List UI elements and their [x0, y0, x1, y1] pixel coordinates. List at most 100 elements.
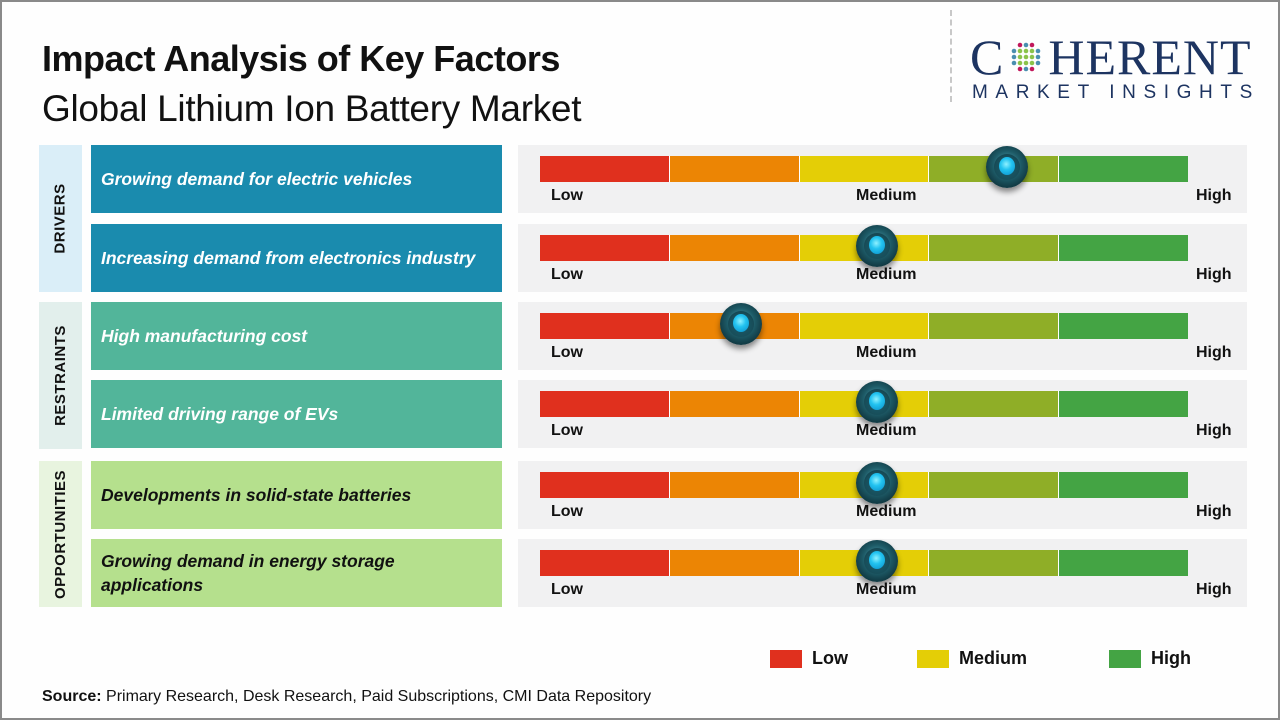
factor-box: Increasing demand from electronics indus… — [91, 224, 502, 292]
legend-item-medium: Medium — [917, 648, 1027, 669]
scale-label-med: Medium — [856, 187, 917, 204]
scale-label-low: Low — [551, 422, 583, 439]
factor-label: High manufacturing cost — [101, 326, 308, 346]
factor-label: Growing demand in energy storage applica… — [101, 551, 395, 595]
impact-indicator-knob — [719, 303, 762, 345]
legend-swatch-medium — [917, 649, 949, 668]
globe-dots-icon — [1012, 42, 1041, 72]
legend-label-medium: Medium — [959, 648, 1028, 668]
scale-label-high: High — [1196, 187, 1232, 204]
globe-dot — [1036, 60, 1041, 66]
impact-gauge: Low Medium High — [518, 380, 1247, 448]
category-label: RESTRAINTS — [52, 325, 69, 426]
logo-divider — [950, 10, 952, 102]
category-tab-opportunities: OPPORTUNITIES — [39, 461, 82, 607]
globe-dot — [1018, 60, 1023, 66]
factor-box: Growing demand for electric vehicles — [91, 145, 502, 213]
scale-segment-2 — [669, 550, 800, 576]
scale-segment-2 — [669, 472, 800, 498]
impact-gauge: Low Medium High — [518, 224, 1247, 292]
globe-dot — [1030, 54, 1035, 60]
scale-segment-3 — [799, 313, 930, 339]
impact-indicator-knob — [855, 225, 898, 267]
scale-segment-5 — [1059, 391, 1188, 417]
source-text: Primary Research, Desk Research, Paid Su… — [101, 688, 652, 705]
scale-label-med: Medium — [856, 344, 917, 361]
globe-dot — [1024, 60, 1029, 66]
globe-dot — [1012, 48, 1017, 54]
scale-label-med: Medium — [856, 581, 917, 598]
globe-dot — [1030, 66, 1035, 72]
scale-segment-5 — [1059, 235, 1188, 261]
globe-dot — [1030, 48, 1035, 54]
scale-label-med: Medium — [856, 422, 917, 439]
scale-label-med: Medium — [856, 503, 917, 520]
legend-item-high: High — [1109, 648, 1191, 669]
factor-label: Developments in solid-state batteries — [101, 485, 412, 505]
scale-label-low: Low — [551, 344, 583, 361]
factor-label: Increasing demand from electronics indus… — [101, 248, 476, 268]
scale-segment-4 — [929, 550, 1060, 576]
globe-dot — [1024, 42, 1029, 48]
impact-gauge: Low Medium High — [518, 145, 1247, 213]
factor-box: High manufacturing cost — [91, 302, 502, 370]
impact-gauge: Low Medium High — [518, 302, 1247, 370]
scale-segment-2 — [669, 156, 800, 182]
legend-swatch-low — [770, 649, 802, 668]
legend-item-low: Low — [770, 648, 848, 669]
legend-swatch-high — [1109, 649, 1141, 668]
impact-scale-bar — [540, 313, 1188, 339]
logo-letters: HERENT — [1048, 29, 1252, 85]
impact-gauge: Low Medium High — [518, 539, 1247, 607]
legend-label-high: High — [1151, 648, 1191, 668]
scale-segment-1 — [540, 391, 670, 417]
scale-segment-4 — [929, 472, 1060, 498]
globe-dot — [1018, 48, 1023, 54]
chart-title: Impact Analysis of Key Factors — [42, 38, 560, 79]
factor-box: Growing demand in energy storage applica… — [91, 539, 502, 607]
scale-label-med: Medium — [856, 266, 917, 283]
globe-dot — [1024, 54, 1029, 60]
impact-indicator-knob — [855, 540, 898, 582]
globe-dot — [1012, 54, 1017, 60]
source-label: Source: — [42, 688, 102, 705]
scale-label-high: High — [1196, 344, 1232, 361]
logo-wordmark: C HERENT — [970, 32, 1265, 82]
scale-segment-4 — [929, 235, 1060, 261]
globe-dot — [1030, 42, 1035, 48]
scale-segment-4 — [929, 313, 1060, 339]
impact-indicator-knob — [855, 462, 898, 504]
globe-dot — [1018, 66, 1023, 72]
company-logo: C HERENT MARKET INSIGHTS — [970, 32, 1265, 103]
scale-segment-5 — [1059, 472, 1188, 498]
scale-segment-3 — [799, 156, 930, 182]
globe-dot — [1036, 48, 1041, 54]
globe-dot — [1036, 54, 1041, 60]
scale-segment-1 — [540, 313, 670, 339]
impact-scale-bar — [540, 391, 1188, 417]
scale-label-low: Low — [551, 266, 583, 283]
scale-label-low: Low — [551, 187, 583, 204]
source-note: Source: Primary Research, Desk Research,… — [42, 688, 651, 706]
scale-segment-2 — [669, 391, 800, 417]
category-tab-drivers: DRIVERS — [39, 145, 82, 292]
category-tab-restraints: RESTRAINTS — [39, 302, 82, 449]
scale-segment-5 — [1059, 156, 1188, 182]
scale-segment-5 — [1059, 550, 1188, 576]
scale-label-low: Low — [551, 581, 583, 598]
logo-letter-c: C — [970, 29, 1005, 85]
globe-dot — [1018, 42, 1023, 48]
globe-dot — [1018, 54, 1023, 60]
factor-label: Growing demand for electric vehicles — [101, 169, 413, 189]
globe-dot — [1030, 60, 1035, 66]
category-label: OPPORTUNITIES — [52, 469, 70, 599]
globe-dot — [1012, 60, 1017, 66]
scale-label-high: High — [1196, 266, 1232, 283]
scale-label-high: High — [1196, 503, 1232, 520]
scale-label-high: High — [1196, 581, 1232, 598]
factor-label: Limited driving range of EVs — [101, 404, 339, 424]
scale-segment-1 — [540, 156, 670, 182]
globe-dot — [1024, 66, 1029, 72]
logo-tagline: MARKET INSIGHTS — [972, 82, 1260, 103]
